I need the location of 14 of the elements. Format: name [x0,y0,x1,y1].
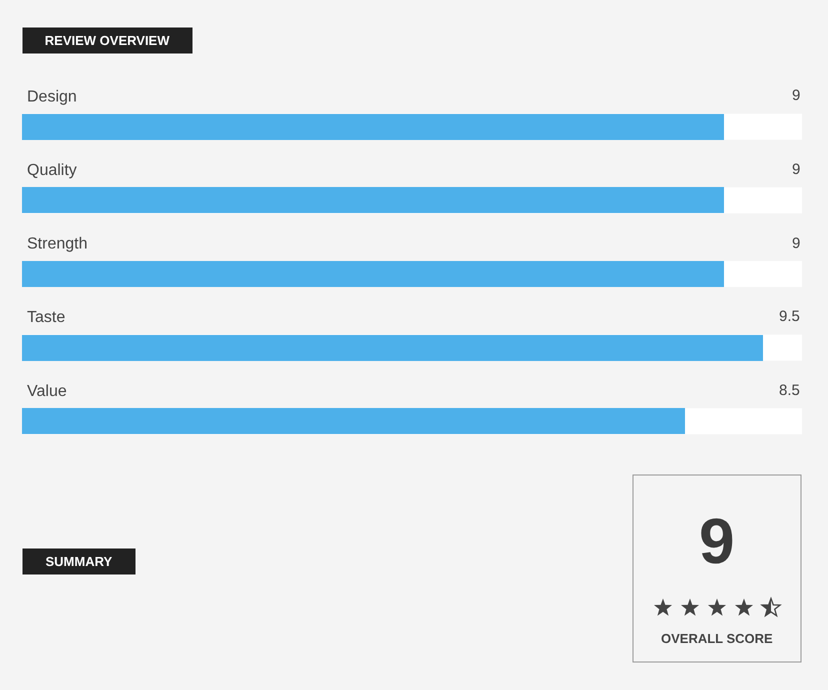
data-label: 8.5 [779,382,800,399]
data-label: 9 [792,87,800,104]
data-label: 9 [792,161,800,178]
data-label: 9.5 [779,308,800,325]
y-tick-label: Strength [27,236,88,253]
y-tick-label: Design [27,88,77,106]
data-label: 9 [792,235,800,252]
chart-title: REVIEW OVERVIEW [44,33,170,48]
y-tick-label: Value [27,382,67,400]
text: OVERALL SCORE [661,631,774,646]
y-tick-label: Taste [27,309,66,326]
y-tick-label: Quality [27,162,77,179]
text: SUMMARY [45,554,113,569]
text: 9 [699,505,735,577]
